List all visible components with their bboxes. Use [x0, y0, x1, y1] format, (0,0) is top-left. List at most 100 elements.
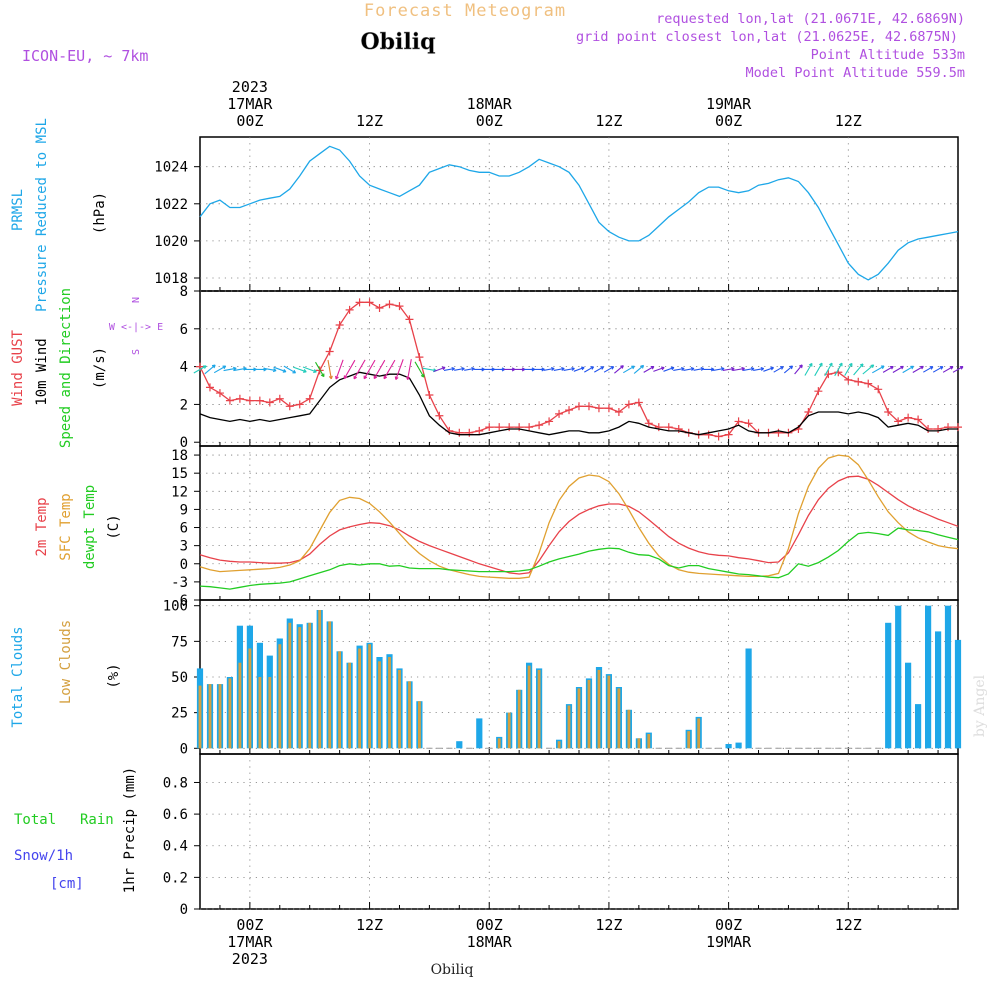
low-cloud-bar — [507, 712, 511, 749]
top-tick-label: 19MAR — [706, 95, 752, 113]
total-cloud-bar — [895, 605, 902, 749]
wind-direction-arrow — [853, 363, 864, 376]
top-tick-label: 12Z — [835, 112, 862, 130]
gust-marker — [874, 385, 883, 394]
low-cloud-bar — [248, 648, 252, 749]
wind-direction-arrow — [533, 367, 545, 372]
precip-ylabel: 1hr Precip (mm) — [122, 767, 138, 893]
temp-label-2m: 2m Temp — [34, 497, 50, 556]
wind-direction-arrow — [923, 366, 934, 373]
total-cloud-bar — [456, 741, 463, 749]
bottom-tick-label: 00Z — [476, 916, 503, 934]
bottom-tick-label: 2023 — [232, 950, 268, 968]
low-cloud-bar — [358, 648, 361, 749]
bottom-tick-label: 00Z — [236, 916, 263, 934]
gust-marker — [864, 379, 873, 388]
ytick-label: 1020 — [154, 234, 188, 250]
wind-direction-arrow — [814, 362, 823, 377]
gust-marker — [914, 415, 923, 424]
gust-marker — [774, 428, 783, 437]
low-cloud-bar — [348, 662, 351, 749]
gust-marker — [375, 304, 384, 313]
wind-direction-arrow — [862, 364, 875, 375]
wind-direction-arrow — [394, 359, 404, 381]
temperature-panel: -6 -3 0 3 6 9 12 15 18 — [171, 445, 959, 609]
ytick-label: -6 — [171, 593, 188, 609]
pressure-panel: 1018 1020 1022 1024 — [154, 136, 959, 292]
point-altitude: Point Altitude 533m — [811, 47, 965, 63]
low-cloud-bar — [497, 738, 501, 749]
low-cloud-bar — [298, 627, 302, 749]
gust-marker — [275, 394, 284, 403]
wind-direction-arrow — [732, 366, 745, 372]
bottom-tick-label: 19MAR — [706, 933, 752, 951]
low-cloud-bar — [637, 738, 641, 749]
precip-legend-cm: [cm] — [50, 876, 84, 892]
wind-unit: (m/s) — [92, 347, 108, 389]
top-tick-label: 2023 — [232, 78, 268, 96]
low-cloud-bar — [328, 621, 332, 749]
gust-marker — [525, 423, 534, 432]
wind-direction-arrow — [283, 365, 297, 374]
wind-direction-arrow — [804, 362, 813, 376]
wind-direction-arrow — [824, 362, 833, 377]
ytick-label: 4 — [180, 360, 188, 376]
low-cloud-bar — [268, 677, 272, 749]
ytick-label: 6 — [180, 521, 188, 537]
clouds-label-low: Low Clouds — [58, 620, 74, 704]
gust-marker — [664, 423, 673, 432]
wind-direction-arrow — [663, 366, 675, 372]
gust-marker — [594, 404, 603, 413]
sfc-temp-line — [199, 454, 959, 579]
gust-marker — [724, 430, 733, 439]
wind-direction-arrow — [373, 359, 386, 380]
footer-location: Obiliq — [431, 962, 474, 978]
ytick-label: 75 — [171, 634, 188, 650]
gust-marker — [734, 417, 743, 426]
gust-marker — [624, 400, 633, 409]
gust-marker — [245, 396, 254, 405]
ytick-label: -3 — [171, 575, 188, 591]
bottom-tick-label: 12Z — [835, 916, 862, 934]
low-cloud-bar — [368, 644, 371, 749]
total-cloud-bar — [725, 744, 732, 749]
wind-direction-arrow — [584, 366, 595, 373]
low-cloud-bar — [577, 688, 581, 749]
wind-direction-arrow — [713, 366, 725, 371]
wind-panel-labels: Wind GUST 10m Wind Speed and Direction (… — [10, 288, 163, 448]
ytick-label: 8 — [180, 284, 188, 300]
gust-marker — [814, 387, 823, 396]
wind-direction-arrow — [753, 366, 765, 371]
wind-direction-arrow — [834, 362, 843, 377]
low-cloud-bar — [258, 677, 262, 749]
wind-direction-arrow — [643, 365, 655, 373]
ytick-label: 25 — [171, 706, 188, 722]
pressure-panel-labels: PRMSL Pressure Reduced to MSL (hPa) — [10, 118, 108, 312]
wind-direction-arrow — [433, 366, 446, 373]
gust-marker — [555, 409, 564, 418]
wind-direction-arrow — [633, 364, 645, 374]
wind-direction-arrow — [193, 365, 207, 374]
gust-marker — [405, 315, 414, 324]
ytick-label: 50 — [171, 670, 188, 686]
low-cloud-bar — [687, 731, 691, 749]
gust-marker — [894, 417, 903, 426]
gust-marker — [954, 423, 962, 432]
gust-marker — [355, 298, 364, 307]
top-tick-label: 00Z — [236, 112, 263, 130]
total-cloud-bar — [915, 704, 922, 749]
gust-marker — [704, 430, 713, 439]
low-cloud-bar — [567, 705, 571, 749]
total-cloud-bar — [925, 605, 932, 749]
wind-direction-arrow — [293, 366, 307, 373]
gust-marker — [255, 396, 264, 405]
wind-direction-arrow — [603, 366, 615, 373]
low-cloud-bar — [378, 661, 381, 749]
wind-direction-arrow — [363, 359, 376, 380]
total-cloud-bar — [885, 622, 892, 749]
total-cloud-bar — [944, 605, 952, 749]
pressure-unit: (hPa) — [92, 192, 108, 234]
compass-n: N — [131, 297, 142, 303]
gust-marker — [295, 400, 304, 409]
